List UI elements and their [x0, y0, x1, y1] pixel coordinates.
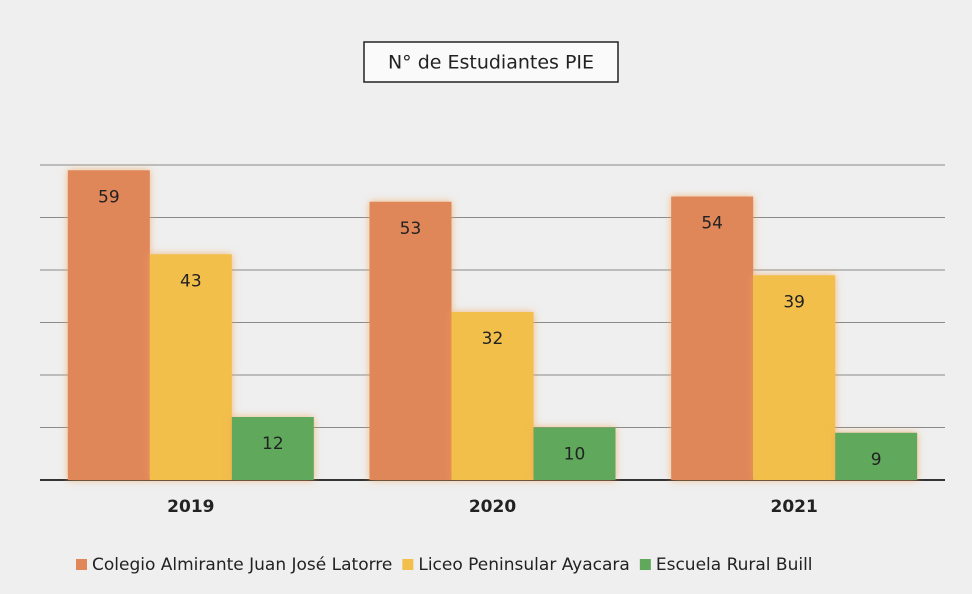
x-tick-label: 2020: [469, 497, 516, 517]
x-tick-label: 2019: [167, 497, 214, 517]
data-label: 54: [701, 214, 723, 234]
x-tick-label: 2021: [771, 497, 818, 517]
data-label: 59: [98, 187, 120, 207]
data-label: 43: [180, 271, 202, 291]
legend: Colegio Almirante Juan José Latorre Liceo…: [76, 555, 813, 575]
bar: [753, 275, 836, 480]
legend-swatch: [402, 559, 414, 570]
bar: [149, 254, 232, 480]
bar: [67, 170, 150, 480]
bar: [231, 417, 314, 480]
bar: [835, 432, 918, 480]
legend-swatch: [639, 559, 651, 570]
data-label: 32: [482, 329, 504, 349]
data-label: 9: [871, 450, 882, 470]
bar: [369, 201, 452, 480]
legend-swatch: [76, 559, 87, 570]
chart-title: N° de Estudiantes PIE: [388, 52, 594, 74]
bar: [671, 196, 754, 480]
bar: [533, 427, 616, 480]
bar: [451, 312, 534, 480]
legend-label: Liceo Peninsular Ayacara: [418, 555, 629, 575]
title-box: [363, 41, 619, 83]
data-label: 53: [400, 219, 422, 239]
legend-label: Colegio Almirante Juan José Latorre: [92, 555, 392, 575]
data-label: 39: [783, 292, 805, 312]
data-label: 10: [564, 445, 586, 465]
legend-label: Escuela Rural Buill: [656, 555, 813, 575]
data-label: 12: [262, 434, 284, 454]
